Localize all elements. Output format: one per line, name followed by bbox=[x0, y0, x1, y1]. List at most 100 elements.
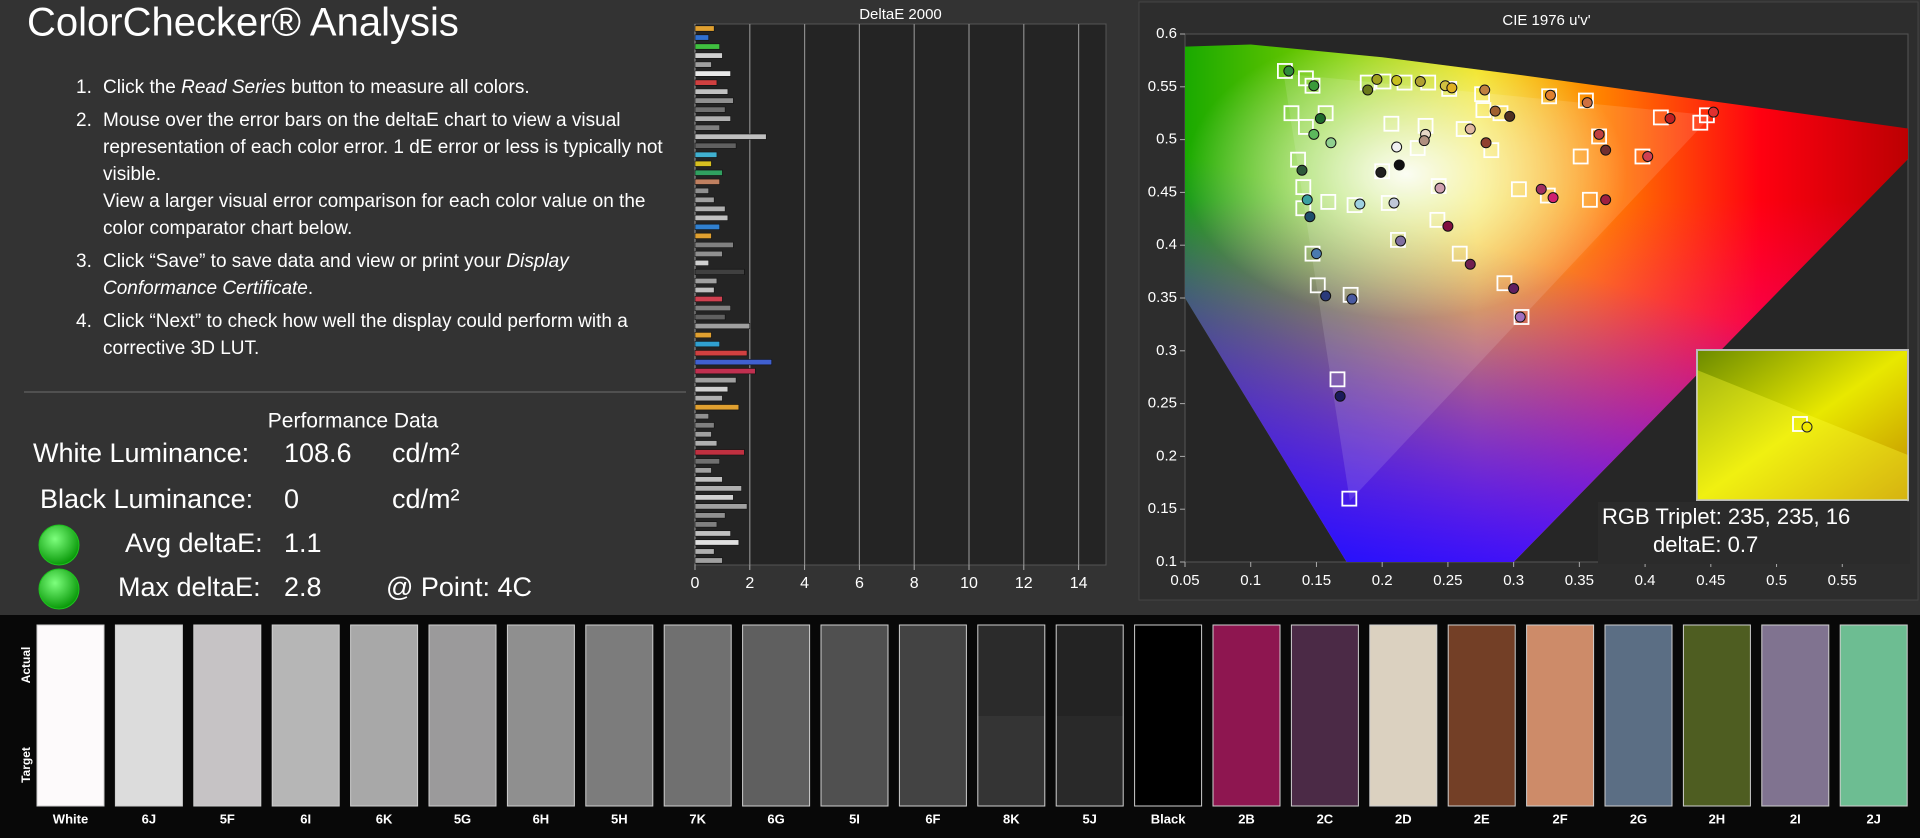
target-point bbox=[1409, 140, 1426, 156]
bar bbox=[694, 79, 718, 86]
bar bbox=[694, 277, 718, 284]
measured-point bbox=[1664, 112, 1676, 124]
x-tick-label: 2 bbox=[745, 575, 754, 592]
swatch-target bbox=[1213, 716, 1280, 806]
x-tick-label: 14 bbox=[1070, 575, 1088, 592]
bar bbox=[694, 476, 723, 483]
measured-point bbox=[1308, 128, 1320, 140]
bar bbox=[694, 368, 756, 375]
swatch-frame bbox=[742, 624, 811, 807]
measured-point bbox=[1388, 197, 1400, 209]
measured-point bbox=[1304, 211, 1316, 223]
rgb-readout: RGB Triplet: 235, 235, 16 bbox=[1602, 504, 1850, 529]
target-point bbox=[1510, 181, 1527, 198]
deltae-readout: deltaE: 0.7 bbox=[1653, 532, 1758, 557]
swatch-frame bbox=[506, 624, 575, 807]
swatch-actual bbox=[1134, 625, 1202, 716]
y-tick-label: 0.3 bbox=[1156, 342, 1177, 359]
instruction-number: 1. bbox=[76, 77, 92, 98]
bar bbox=[694, 341, 720, 348]
metric-point: @ Point: 4C bbox=[386, 572, 532, 602]
x-tick-label: 8 bbox=[910, 575, 919, 592]
swatch-actual bbox=[429, 625, 496, 716]
bar bbox=[694, 431, 712, 438]
bar bbox=[694, 151, 718, 158]
metric-value: 2.8 bbox=[284, 572, 322, 602]
swatch-actual bbox=[1761, 625, 1829, 716]
bar bbox=[694, 142, 737, 149]
row-label: Actual bbox=[19, 647, 33, 684]
measured-point bbox=[1362, 84, 1374, 96]
metric-label: Max deltaE: bbox=[118, 572, 261, 602]
swatch-label: 2D bbox=[1395, 811, 1412, 826]
swatch-target bbox=[1761, 716, 1829, 806]
bar bbox=[694, 178, 720, 185]
swatch-actual bbox=[1605, 625, 1672, 716]
y-tick-label: 0.25 bbox=[1148, 395, 1177, 412]
swatch-frame bbox=[1212, 624, 1281, 807]
measured-point bbox=[1391, 141, 1403, 153]
bar bbox=[694, 494, 734, 501]
swatch-target bbox=[977, 716, 1045, 806]
measured-point bbox=[1514, 311, 1526, 323]
y-tick-label: 0.6 bbox=[1156, 25, 1177, 42]
swatch-actual bbox=[1526, 625, 1594, 716]
x-tick-label: 0.1 bbox=[1240, 572, 1261, 589]
bar bbox=[694, 323, 751, 330]
x-tick-label: 4 bbox=[800, 575, 809, 592]
target-point bbox=[1341, 490, 1358, 507]
instruction-item: 1. Click the Read Series button to measur… bbox=[76, 74, 688, 101]
bar bbox=[694, 521, 718, 528]
swatch-target bbox=[1605, 716, 1672, 806]
swatch-actual bbox=[350, 625, 418, 716]
target-point bbox=[1572, 148, 1589, 165]
chart-title: CIE 1976 u'v' bbox=[1502, 12, 1590, 29]
swatch-actual bbox=[193, 625, 261, 716]
measured-point bbox=[1371, 73, 1383, 85]
instruction-number: 3. bbox=[76, 251, 92, 272]
bar bbox=[694, 106, 726, 113]
swatch-frame bbox=[1290, 624, 1359, 807]
target-point bbox=[1320, 194, 1337, 210]
swatch-frame bbox=[1526, 624, 1595, 807]
bar bbox=[694, 52, 723, 59]
swatch-actual bbox=[1213, 625, 1280, 716]
swatch-label: 2G bbox=[1630, 811, 1647, 826]
target-point bbox=[1513, 309, 1530, 325]
swatch-actual bbox=[742, 625, 810, 716]
target-point bbox=[1317, 105, 1334, 122]
bar bbox=[694, 449, 745, 456]
swatch-target bbox=[37, 716, 104, 806]
zoom-inset bbox=[1696, 349, 1909, 501]
swatch-frame bbox=[271, 624, 340, 807]
swatch-frame bbox=[1055, 624, 1124, 807]
swatch-target bbox=[742, 716, 810, 806]
target-point bbox=[1451, 245, 1468, 262]
measured-point bbox=[1325, 137, 1337, 149]
bar bbox=[694, 187, 709, 194]
swatch-target bbox=[1448, 716, 1516, 806]
bar bbox=[694, 223, 720, 230]
swatch-label: 6F bbox=[925, 811, 940, 826]
x-tick-label: 10 bbox=[960, 575, 978, 592]
metric-unit: cd/m² bbox=[392, 484, 460, 514]
y-tick-label: 0.2 bbox=[1156, 447, 1177, 464]
y-tick-label: 0.5 bbox=[1156, 131, 1177, 148]
measured-point bbox=[1308, 80, 1320, 92]
target-point bbox=[1496, 275, 1513, 292]
swatch-frame bbox=[820, 624, 889, 807]
swatch-target bbox=[1840, 716, 1908, 806]
swatch-frame bbox=[1682, 624, 1751, 807]
measured-point bbox=[1642, 150, 1654, 162]
bar bbox=[694, 88, 729, 95]
chart-title: DeltaE 2000 bbox=[859, 6, 942, 23]
row-label: Target bbox=[19, 747, 33, 783]
bar bbox=[694, 386, 729, 393]
bar bbox=[694, 97, 734, 104]
zoom-shade bbox=[1697, 370, 1908, 500]
swatch-label: 2H bbox=[1709, 811, 1726, 826]
x-tick-label: 6 bbox=[855, 575, 864, 592]
swatch-frame bbox=[898, 624, 967, 807]
swatch-frame bbox=[1134, 624, 1203, 807]
metric-label: Black Luminance: bbox=[40, 484, 253, 514]
